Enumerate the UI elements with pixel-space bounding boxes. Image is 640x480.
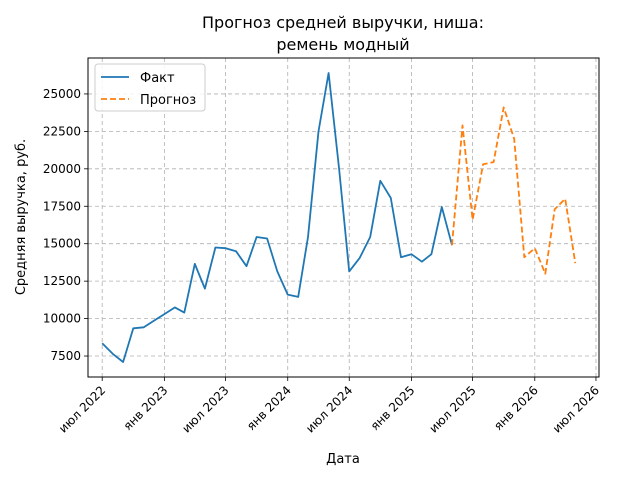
x-tick-label: янв 2024 <box>244 383 294 433</box>
chart-title-line-1: Прогноз средней выручки, ниша: <box>202 13 484 32</box>
legend: Факт Прогноз <box>94 63 206 112</box>
x-tick-label: июл 2025 <box>426 383 478 435</box>
x-axis-label: Дата <box>326 452 360 467</box>
series-line-fact <box>101 72 453 363</box>
x-tick-label: июл 2024 <box>303 383 355 435</box>
x-tick-label: июл 2022 <box>56 383 108 435</box>
x-tick-label: июл 2023 <box>179 383 231 435</box>
y-axis-ticks: 7500 10000 12500 15000 17500 20000 22500 25000 <box>43 87 88 363</box>
y-tick-label: 20000 <box>43 162 81 176</box>
y-axis-label: Средняя выручка, руб. <box>14 139 29 295</box>
x-tick-label: янв 2025 <box>368 383 418 433</box>
y-tick-label: 22500 <box>43 124 81 138</box>
y-tick-label: 10000 <box>43 312 81 326</box>
y-tick-label: 25000 <box>43 87 81 101</box>
chart-title-line-2: ремень модный <box>276 35 409 54</box>
x-tick-label: янв 2023 <box>121 383 171 433</box>
x-tick-label: янв 2026 <box>491 383 541 433</box>
x-tick-label: июл 2026 <box>550 383 602 435</box>
y-tick-label: 17500 <box>43 199 81 213</box>
series-layer <box>101 72 577 363</box>
legend-label-forecast: Прогноз <box>140 93 196 108</box>
y-tick-label: 12500 <box>43 274 81 288</box>
legend-label-fact: Факт <box>140 71 175 86</box>
series-line-forecast <box>451 106 577 275</box>
x-axis-ticks: июл 2022 янв 2023 июл 2023 янв 2024 июл 2024… <box>56 377 602 436</box>
y-tick-label: 15000 <box>43 237 81 251</box>
plot-frame <box>87 57 600 378</box>
y-tick-label: 7500 <box>50 349 81 363</box>
